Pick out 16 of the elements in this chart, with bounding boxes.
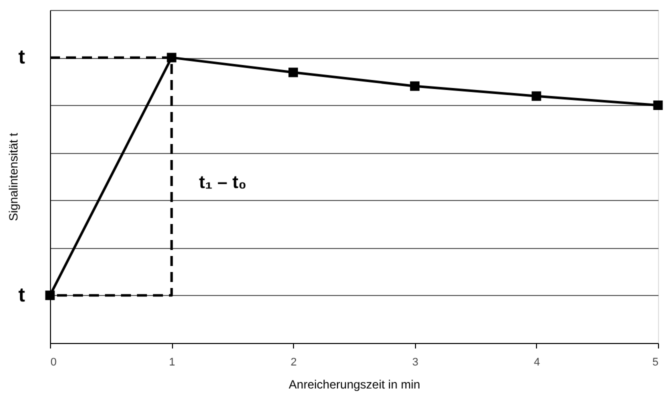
annotation: t	[18, 284, 26, 306]
annotation: t₁ – t₀	[198, 172, 247, 192]
x-tick-label: 4	[534, 356, 540, 368]
x-tick-label: 1	[169, 356, 176, 368]
point	[532, 91, 542, 101]
x-tick-label: 0	[50, 356, 57, 368]
x-tick-label: 5	[652, 356, 658, 368]
point	[653, 100, 663, 110]
point	[45, 290, 55, 300]
x-tick-label: 2	[290, 356, 297, 368]
annotation: t	[18, 46, 26, 69]
point	[288, 68, 298, 78]
y-axis-title: Signalintensität t	[6, 132, 20, 222]
point	[410, 81, 420, 91]
x-tick-label: 3	[412, 356, 418, 368]
x-axis-title: Anreicherungszeit in min	[288, 378, 420, 392]
